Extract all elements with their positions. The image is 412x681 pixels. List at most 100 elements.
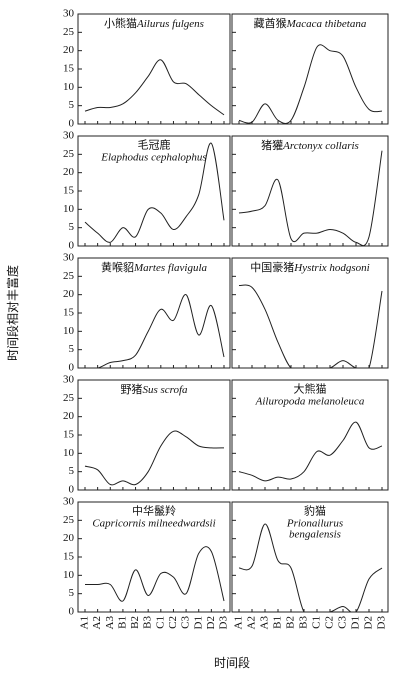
y-tick-label: 5 <box>69 99 75 111</box>
x-tick-label: C2 <box>324 616 336 629</box>
panel-frame <box>231 257 389 369</box>
x-tick-label: B2 <box>129 616 141 629</box>
y-tick-label: 10 <box>63 569 75 581</box>
x-tick-label: B1 <box>116 616 128 629</box>
panel-frame <box>77 257 231 369</box>
panel-title: 中国豪猪Hystrix hodgsoni <box>250 260 369 274</box>
x-tick-label: A1 <box>79 616 91 629</box>
panel-title: 中华鬣羚 <box>132 504 176 518</box>
y-tick-label: 10 <box>63 203 75 215</box>
y-tick-label: 30 <box>63 496 75 508</box>
y-tick-label: 10 <box>63 81 75 93</box>
panel-title-latin: Sus scrofa <box>142 384 188 396</box>
x-tick-label: A2 <box>91 616 103 629</box>
series-line <box>238 44 383 124</box>
x-tick-label: A1 <box>233 616 245 629</box>
series-line <box>238 284 383 368</box>
y-tick-label: 25 <box>63 148 75 160</box>
panel-title-zh: 藏酋猴 <box>254 16 287 30</box>
y-tick-label: 15 <box>63 63 75 75</box>
y-axis-label: 时间段相对丰富度 <box>5 265 20 361</box>
y-tick-label: 0 <box>69 240 75 252</box>
series-line <box>238 421 383 482</box>
x-tick-label: B3 <box>298 616 310 629</box>
panel-title-latin: Prionailurus <box>286 518 343 530</box>
panel-title-zh: 黄喉貂 <box>101 260 134 274</box>
x-tick-label: D2 <box>363 616 375 629</box>
panel-frame <box>231 501 389 613</box>
y-tick-label: 15 <box>63 185 75 197</box>
y-tick-label: 5 <box>69 465 75 477</box>
x-tick-label: C3 <box>180 616 192 629</box>
panel-title-latin: Macaca thibetana <box>286 18 367 30</box>
y-tick-label: 0 <box>69 362 75 374</box>
y-tick-label: 15 <box>63 429 75 441</box>
panel-title: 毛冠鹿 <box>138 138 171 152</box>
y-tick-label: 5 <box>69 343 75 355</box>
panel-title-zh: 小熊猫 <box>104 16 137 30</box>
y-tick-label: 30 <box>63 8 75 20</box>
x-tick-label: C2 <box>167 616 179 629</box>
x-axis-label: 时间段 <box>214 655 250 670</box>
x-tick-label: D1 <box>350 616 362 629</box>
x-tick-label: D3 <box>376 616 388 630</box>
panel-frame <box>77 135 231 247</box>
panel-title-latin: bengalensis <box>289 529 341 541</box>
y-tick-label: 20 <box>63 166 75 178</box>
panel-frame <box>231 13 389 125</box>
y-tick-label: 25 <box>63 514 75 526</box>
y-tick-label: 15 <box>63 551 75 563</box>
panel-title: 大熊猫 <box>294 382 327 396</box>
y-tick-label: 10 <box>63 325 75 337</box>
series-line <box>84 59 225 116</box>
x-tick-label: A2 <box>246 616 258 629</box>
y-tick-label: 25 <box>63 26 75 38</box>
panel-title: 野猪Sus scrofa <box>120 383 188 396</box>
panel-title-zh: 猪獾 <box>261 139 283 152</box>
y-tick-label: 20 <box>63 288 75 300</box>
y-tick-label: 20 <box>63 410 75 422</box>
panel-title-latin: Martes flavigula <box>133 262 208 274</box>
y-tick-label: 0 <box>69 118 75 130</box>
series-line <box>84 142 225 243</box>
x-tick-label: B2 <box>285 616 297 629</box>
y-tick-label: 0 <box>69 484 75 496</box>
panel-title: 小熊猫Ailurus fulgens <box>104 16 204 30</box>
x-tick-label: D1 <box>192 616 204 629</box>
panel-frame <box>231 135 389 247</box>
panel-title-zh: 中国豪猪 <box>250 260 294 274</box>
x-tick-label: D3 <box>218 616 230 630</box>
x-tick-label: C1 <box>154 616 166 629</box>
x-tick-label: C1 <box>311 616 323 629</box>
y-tick-label: 15 <box>63 307 75 319</box>
panel-title-latin: Ailurus fulgens <box>136 18 204 30</box>
panel-title-latin: Arctonyx collaris <box>282 140 359 152</box>
panel-title-latin: Capricornis milneedwardsii <box>92 518 215 530</box>
series-line <box>85 294 225 368</box>
panel-title-latin: Elaphodus cephalophus <box>100 152 206 164</box>
y-tick-label: 25 <box>63 270 75 282</box>
y-tick-label: 25 <box>63 392 75 404</box>
series-line <box>238 150 383 246</box>
y-tick-label: 30 <box>63 130 75 142</box>
y-tick-label: 5 <box>69 221 75 233</box>
x-tick-label: A3 <box>104 616 116 630</box>
x-tick-label: D2 <box>205 616 217 629</box>
panel-title: 黄喉貂Martes flavigula <box>101 260 208 274</box>
x-tick-label: C3 <box>337 616 349 629</box>
panel-title: 藏酋猴Macaca thibetana <box>254 16 367 30</box>
panel-frame <box>77 501 231 613</box>
panel-title: 豹猫 <box>304 505 326 518</box>
y-tick-label: 20 <box>63 532 75 544</box>
panel-title-latin: Ailuropoda melanoleuca <box>255 396 365 408</box>
series-line <box>238 523 383 612</box>
panel-frame <box>77 13 231 125</box>
series-line <box>84 546 225 602</box>
x-tick-label: B1 <box>272 616 284 629</box>
x-tick-label: B3 <box>142 616 154 629</box>
y-tick-label: 30 <box>63 252 75 264</box>
panel-frame <box>231 379 389 491</box>
series-line <box>84 430 225 486</box>
x-tick-label: A3 <box>259 616 271 630</box>
